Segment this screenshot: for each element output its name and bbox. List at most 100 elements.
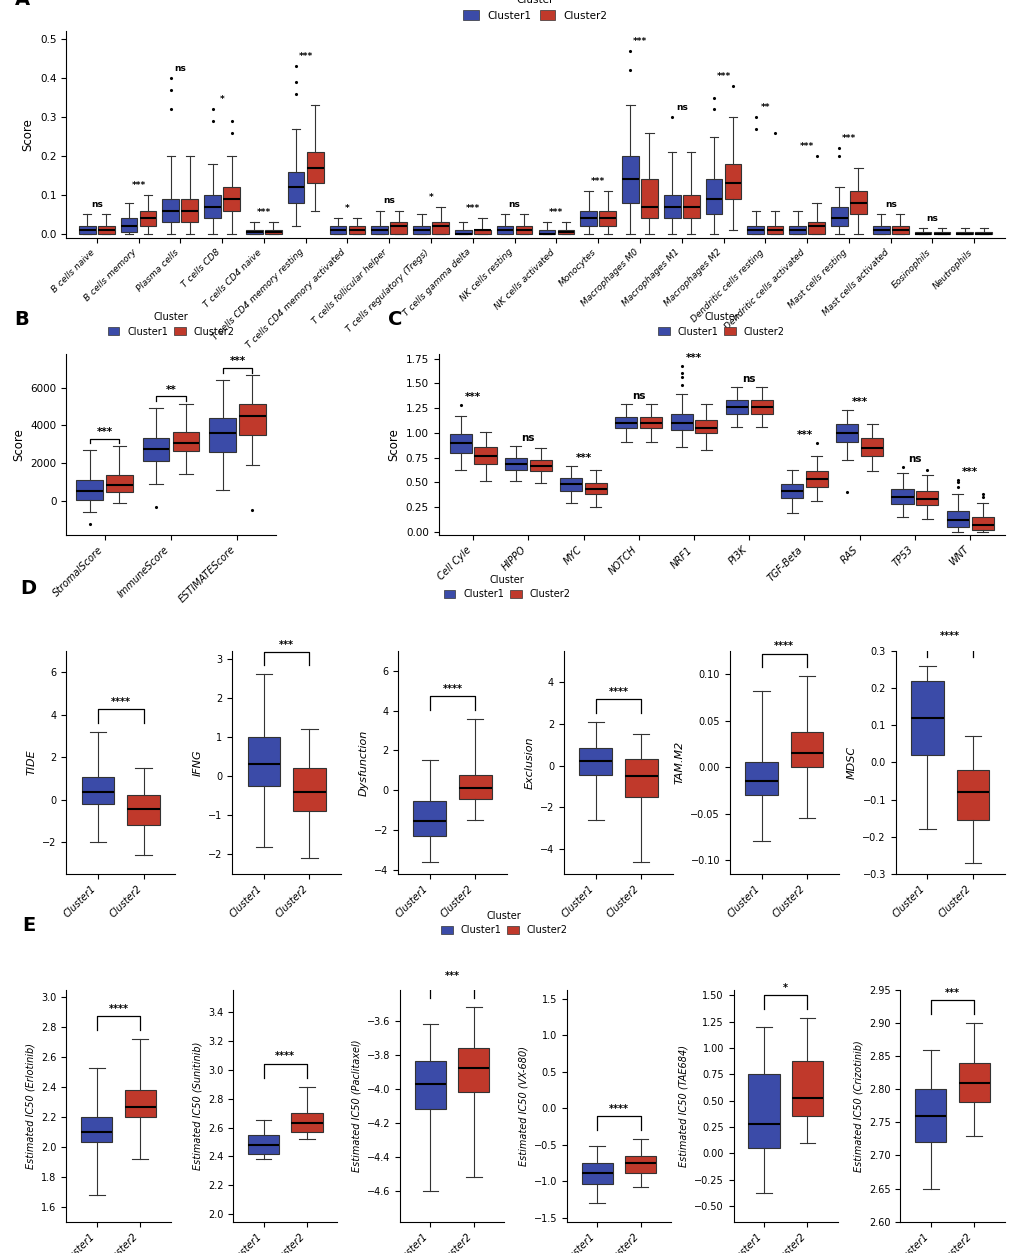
PathPatch shape: [246, 231, 263, 234]
PathPatch shape: [625, 1155, 655, 1173]
Text: ***: ***: [97, 427, 112, 437]
PathPatch shape: [807, 222, 824, 234]
Y-axis label: Estimated IC50 (Erlotinib): Estimated IC50 (Erlotinib): [25, 1042, 36, 1169]
PathPatch shape: [974, 232, 991, 234]
PathPatch shape: [725, 164, 741, 199]
Y-axis label: Dysfunction: Dysfunction: [358, 729, 368, 796]
PathPatch shape: [390, 222, 407, 234]
PathPatch shape: [162, 199, 179, 222]
PathPatch shape: [449, 434, 471, 452]
PathPatch shape: [765, 226, 783, 234]
Text: ****: ****: [275, 1051, 294, 1061]
Text: ***: ***: [279, 640, 293, 649]
Text: ****: ****: [108, 1004, 128, 1014]
Y-axis label: Estimated IC50 (Paclitaxel): Estimated IC50 (Paclitaxel): [351, 1040, 361, 1172]
PathPatch shape: [915, 491, 937, 505]
Text: ***: ***: [685, 352, 701, 362]
Text: ***: ***: [851, 397, 867, 407]
PathPatch shape: [669, 413, 692, 430]
PathPatch shape: [413, 801, 445, 836]
Text: ns: ns: [508, 200, 520, 209]
PathPatch shape: [580, 211, 596, 226]
Text: ***: ***: [465, 392, 481, 402]
PathPatch shape: [140, 211, 156, 226]
PathPatch shape: [830, 207, 847, 226]
PathPatch shape: [584, 484, 606, 494]
Y-axis label: Estimated IC50 (Sunitinib): Estimated IC50 (Sunitinib): [193, 1041, 202, 1170]
PathPatch shape: [557, 231, 574, 234]
PathPatch shape: [932, 232, 950, 234]
PathPatch shape: [76, 480, 103, 500]
PathPatch shape: [891, 226, 908, 234]
PathPatch shape: [223, 187, 239, 211]
Text: ***: ***: [575, 452, 591, 462]
Text: ***: ***: [945, 987, 959, 997]
PathPatch shape: [849, 190, 866, 214]
Legend: Cluster1, Cluster2: Cluster1, Cluster2: [104, 308, 238, 341]
PathPatch shape: [348, 226, 365, 234]
Text: ***: ***: [799, 142, 813, 150]
PathPatch shape: [181, 199, 198, 222]
PathPatch shape: [789, 226, 805, 234]
PathPatch shape: [914, 232, 930, 234]
Text: ****: ****: [608, 1104, 629, 1114]
PathPatch shape: [781, 485, 802, 499]
PathPatch shape: [836, 424, 858, 442]
PathPatch shape: [581, 1163, 612, 1184]
Text: ns: ns: [174, 64, 186, 73]
PathPatch shape: [914, 1089, 946, 1143]
PathPatch shape: [474, 447, 496, 464]
Text: ***: ***: [961, 467, 977, 477]
PathPatch shape: [559, 479, 582, 491]
Y-axis label: MDSC: MDSC: [846, 746, 856, 779]
Text: ****: ****: [442, 684, 463, 694]
PathPatch shape: [143, 437, 169, 461]
PathPatch shape: [371, 226, 387, 234]
PathPatch shape: [413, 226, 429, 234]
Legend: Cluster1, Cluster2: Cluster1, Cluster2: [439, 570, 574, 604]
Y-axis label: Estimated IC50 (VX-680): Estimated IC50 (VX-680): [518, 1046, 528, 1165]
PathPatch shape: [120, 218, 138, 232]
Text: ****: ****: [111, 697, 130, 707]
PathPatch shape: [750, 400, 772, 413]
Text: ***: ***: [299, 53, 313, 61]
PathPatch shape: [496, 226, 513, 234]
PathPatch shape: [958, 1063, 989, 1103]
PathPatch shape: [248, 737, 280, 786]
PathPatch shape: [209, 417, 235, 452]
PathPatch shape: [265, 231, 281, 234]
Text: *: *: [783, 982, 788, 992]
Text: A: A: [14, 0, 30, 9]
Text: ns: ns: [742, 375, 755, 385]
Text: ns: ns: [383, 197, 394, 205]
PathPatch shape: [745, 762, 777, 794]
PathPatch shape: [695, 420, 716, 432]
Text: ****: ****: [773, 642, 794, 652]
Text: **: **: [165, 385, 176, 395]
PathPatch shape: [291, 1113, 322, 1131]
Text: ****: ****: [607, 687, 628, 697]
Text: ***: ***: [548, 208, 562, 217]
Y-axis label: TIDE: TIDE: [26, 749, 37, 776]
PathPatch shape: [124, 1090, 156, 1116]
PathPatch shape: [791, 1060, 822, 1116]
Text: ns: ns: [91, 200, 103, 209]
PathPatch shape: [640, 417, 661, 429]
PathPatch shape: [415, 1061, 445, 1109]
Legend: Cluster1, Cluster2: Cluster1, Cluster2: [654, 308, 788, 341]
PathPatch shape: [748, 1074, 779, 1148]
PathPatch shape: [622, 155, 638, 203]
PathPatch shape: [127, 796, 160, 826]
PathPatch shape: [287, 172, 305, 203]
PathPatch shape: [238, 403, 266, 435]
PathPatch shape: [307, 152, 323, 183]
PathPatch shape: [683, 195, 699, 218]
Text: ***: ***: [632, 36, 646, 46]
Text: ***: ***: [796, 430, 812, 440]
PathPatch shape: [432, 222, 448, 234]
PathPatch shape: [971, 517, 993, 530]
Text: ***: ***: [131, 180, 146, 190]
PathPatch shape: [538, 231, 554, 234]
Text: *: *: [219, 95, 224, 104]
PathPatch shape: [726, 400, 747, 413]
